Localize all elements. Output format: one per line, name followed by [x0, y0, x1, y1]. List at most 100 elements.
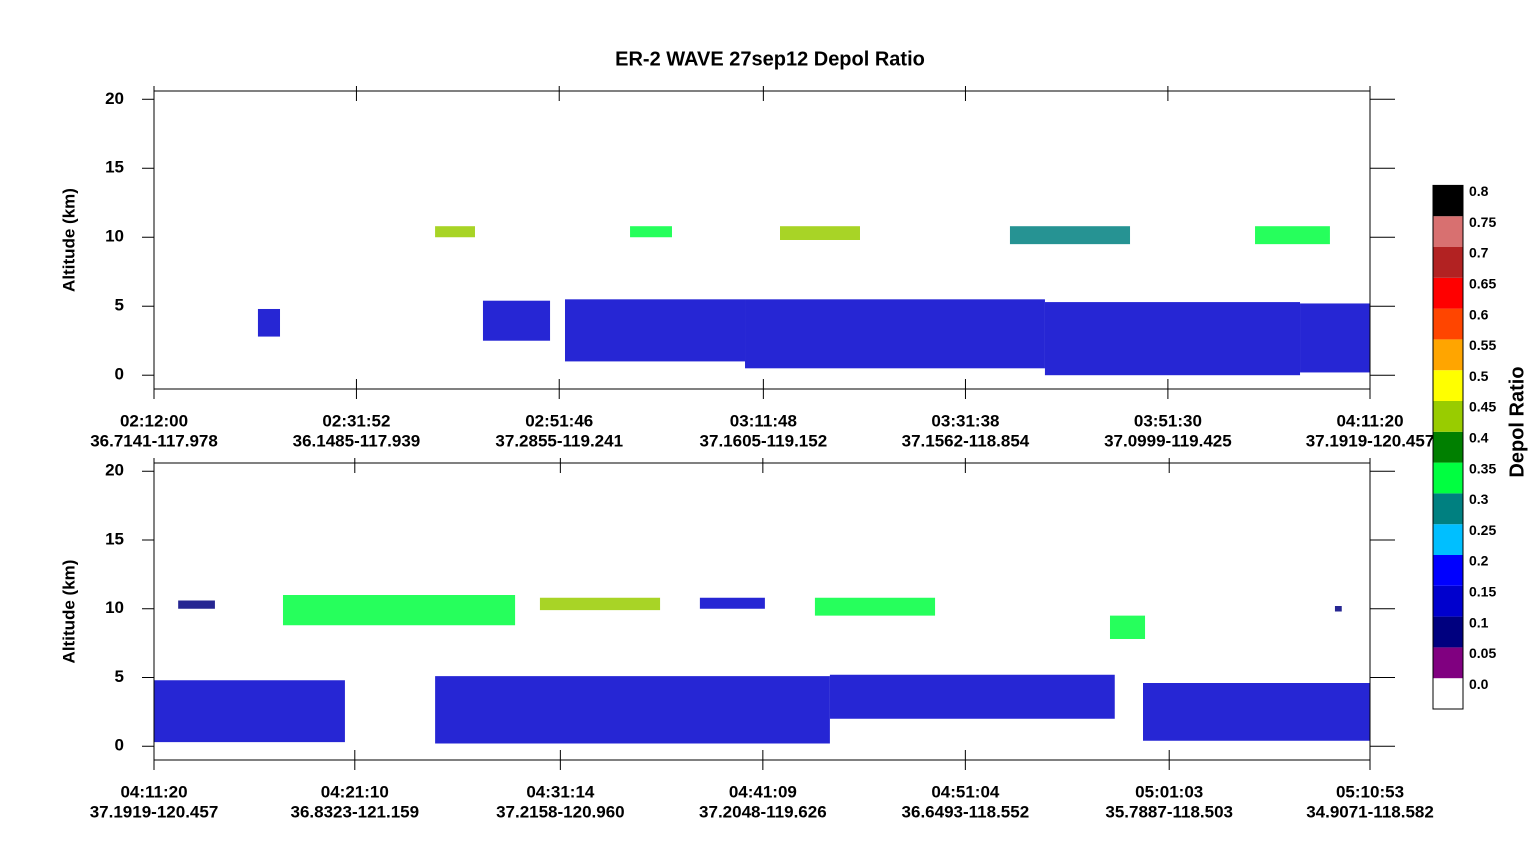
colorbar-label: 0.8 [1469, 183, 1489, 199]
cloud-layer [1300, 303, 1370, 373]
y-tick-label: 20 [105, 89, 124, 108]
colorbar-cell [1433, 339, 1463, 371]
cloud-layer [1109, 615, 1146, 639]
colorbar-cell [1433, 431, 1463, 463]
x-tick-time: 03:11:48 [730, 411, 797, 430]
colorbar-label: 0.25 [1469, 522, 1496, 538]
chart-title: ER-2 WAVE 27sep12 Depol Ratio [615, 48, 925, 70]
cloud-layer [178, 600, 215, 609]
colorbar-label: 0.6 [1469, 306, 1489, 322]
colorbar-label: 0.3 [1469, 491, 1489, 507]
y-tick-label: 0 [115, 736, 124, 755]
x-tick-location: 37.1562-118.854 [902, 431, 1030, 450]
x-tick-time: 04:41:09 [729, 782, 797, 801]
colorbar-cell [1433, 585, 1463, 617]
cloud-layer [1334, 606, 1342, 612]
colorbar-cell [1433, 247, 1463, 278]
y-axis-label: Altitude (km) [59, 188, 78, 292]
x-tick-location: 36.8323-121.159 [291, 802, 420, 821]
x-tick-time: 02:31:52 [322, 411, 390, 430]
cloud-layer [1142, 683, 1370, 741]
cloud-layer [257, 308, 281, 337]
x-tick-time: 05:10:53 [1336, 782, 1404, 801]
cloud-layer [1009, 226, 1131, 245]
cloud-layer [699, 597, 765, 609]
plot-frame [153, 90, 1371, 390]
cloud-layer [282, 595, 516, 626]
x-tick-time: 04:31:14 [526, 782, 595, 801]
y-tick-label: 0 [115, 365, 124, 384]
cloud-layer [564, 299, 746, 362]
colorbar-label: 0.4 [1469, 430, 1489, 446]
x-tick-location: 37.1919-120.457 [90, 802, 219, 821]
colorbar-cell [1433, 493, 1463, 525]
cloud-layer [1255, 226, 1330, 245]
x-tick-time: 02:12:00 [120, 411, 188, 430]
colorbar-cell [1433, 616, 1463, 648]
colorbar-label: 0.45 [1469, 399, 1496, 415]
x-tick-time: 03:51:30 [1134, 411, 1202, 430]
colorbar-label: 0.5 [1469, 368, 1489, 384]
x-tick-location: 37.2048-119.626 [699, 802, 827, 821]
x-tick-location: 37.2855-119.241 [495, 431, 623, 450]
cloud-layer [482, 300, 551, 341]
y-tick-label: 10 [105, 598, 124, 617]
colorbar-label: 0.0 [1469, 676, 1489, 692]
x-tick-location: 36.6493-118.552 [902, 802, 1030, 821]
colorbar-cell [1433, 185, 1463, 217]
cloud-layer [814, 597, 936, 616]
colorbar-frame [1432, 184, 1464, 710]
plot-frame [153, 462, 1371, 761]
cloud-layer [1044, 302, 1301, 376]
x-tick-time: 04:11:20 [1336, 411, 1403, 430]
colorbar-cell [1433, 524, 1463, 555]
cloud-layer [745, 299, 1045, 369]
x-tick-location: 37.2158-120.960 [496, 802, 625, 821]
y-tick-label: 10 [105, 227, 124, 246]
y-tick-label: 15 [105, 529, 124, 548]
x-tick-location: 34.9071-118.582 [1306, 802, 1434, 821]
x-tick-time: 04:21:10 [321, 782, 389, 801]
colorbar-label: 0.2 [1469, 553, 1489, 569]
cloud-layer [630, 226, 672, 238]
colorbar-cell [1433, 462, 1463, 494]
colorbar-label: 0.65 [1469, 276, 1496, 292]
colorbar-label: 0.35 [1469, 460, 1496, 476]
y-axis-label: Altitude (km) [59, 560, 78, 664]
colorbar-cell [1433, 555, 1463, 586]
colorbar-label: 0.05 [1469, 645, 1496, 661]
x-tick-location: 37.1605-119.152 [700, 431, 828, 450]
x-tick-time: 05:01:03 [1135, 782, 1203, 801]
x-tick-location: 36.7141-117.978 [90, 431, 218, 450]
colorbar-cell [1433, 277, 1463, 309]
x-tick-time: 02:51:46 [525, 411, 593, 430]
x-tick-time: 04:11:20 [120, 782, 187, 801]
x-tick-location: 37.0999-119.425 [1104, 431, 1232, 450]
cloud-layer [780, 226, 860, 240]
y-tick-label: 15 [105, 158, 124, 177]
cloud-layer [435, 226, 475, 238]
x-tick-location: 35.7887-118.503 [1105, 802, 1233, 821]
colorbar-label: 0.75 [1469, 214, 1496, 230]
y-tick-label: 5 [115, 667, 124, 686]
colorbar-cell [1433, 308, 1463, 340]
colorbar-cell [1433, 216, 1463, 247]
colorbar-cell [1433, 401, 1463, 432]
colorbar-cell [1433, 647, 1463, 679]
colorbar-label: 0.55 [1469, 337, 1496, 353]
cloud-layer [829, 674, 1115, 719]
cloud-layer [154, 680, 345, 743]
x-tick-time: 04:51:04 [931, 782, 1000, 801]
y-tick-label: 20 [105, 461, 124, 480]
y-tick-label: 5 [115, 296, 124, 315]
colorbar-cell [1433, 678, 1463, 709]
cloud-layer [435, 676, 830, 744]
colorbar-label: 0.7 [1469, 245, 1489, 261]
colorbar-title: Depol Ratio [1506, 366, 1528, 477]
colorbar-label: 0.1 [1469, 614, 1489, 630]
cloud-layer [539, 597, 661, 611]
x-tick-time: 03:31:38 [931, 411, 999, 430]
colorbar-cell [1433, 370, 1463, 401]
